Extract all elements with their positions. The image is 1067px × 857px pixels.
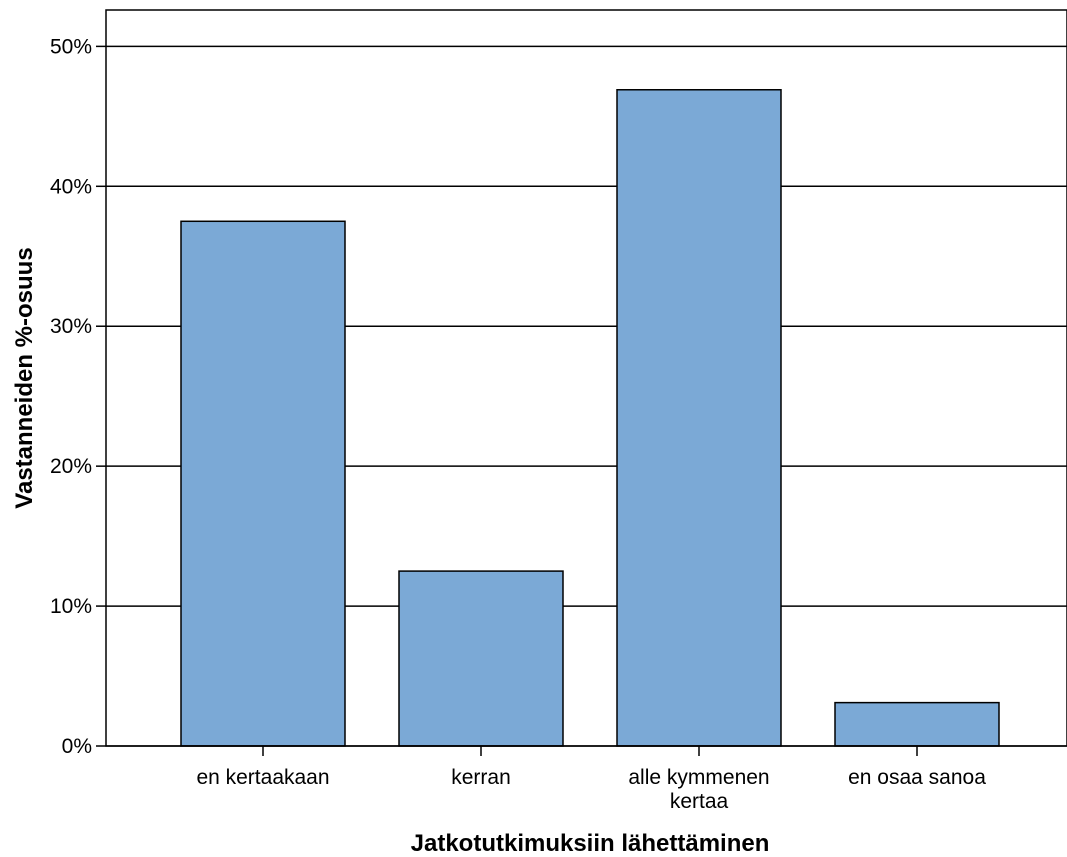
y-tick-label: 0%	[62, 735, 92, 758]
y-tick-label: 10%	[50, 595, 92, 618]
bar	[834, 701, 1000, 747]
y-tick-label: 30%	[50, 315, 92, 338]
x-tick-label: kertaa	[670, 790, 729, 813]
y-tick-label: 40%	[50, 175, 92, 198]
y-tick-label: 20%	[50, 455, 92, 478]
bar	[398, 570, 564, 747]
x-tick-label: alle kymmenen	[628, 766, 769, 789]
bars	[180, 89, 1000, 747]
bar	[180, 220, 346, 747]
x-tick-label: en kertaakaan	[196, 766, 329, 789]
y-axis-title: Vastanneiden %-osuus	[11, 247, 38, 508]
bar	[616, 89, 782, 747]
x-tick-label: kerran	[451, 766, 511, 789]
y-tick-label: 50%	[50, 35, 92, 58]
y-axis: 0% 10% 20% 30% 40% 50%	[50, 35, 106, 758]
x-tick-label: en osaa sanoa	[848, 766, 986, 789]
x-axis-title: Jatkotutkimuksiin lähettäminen	[411, 830, 770, 857]
